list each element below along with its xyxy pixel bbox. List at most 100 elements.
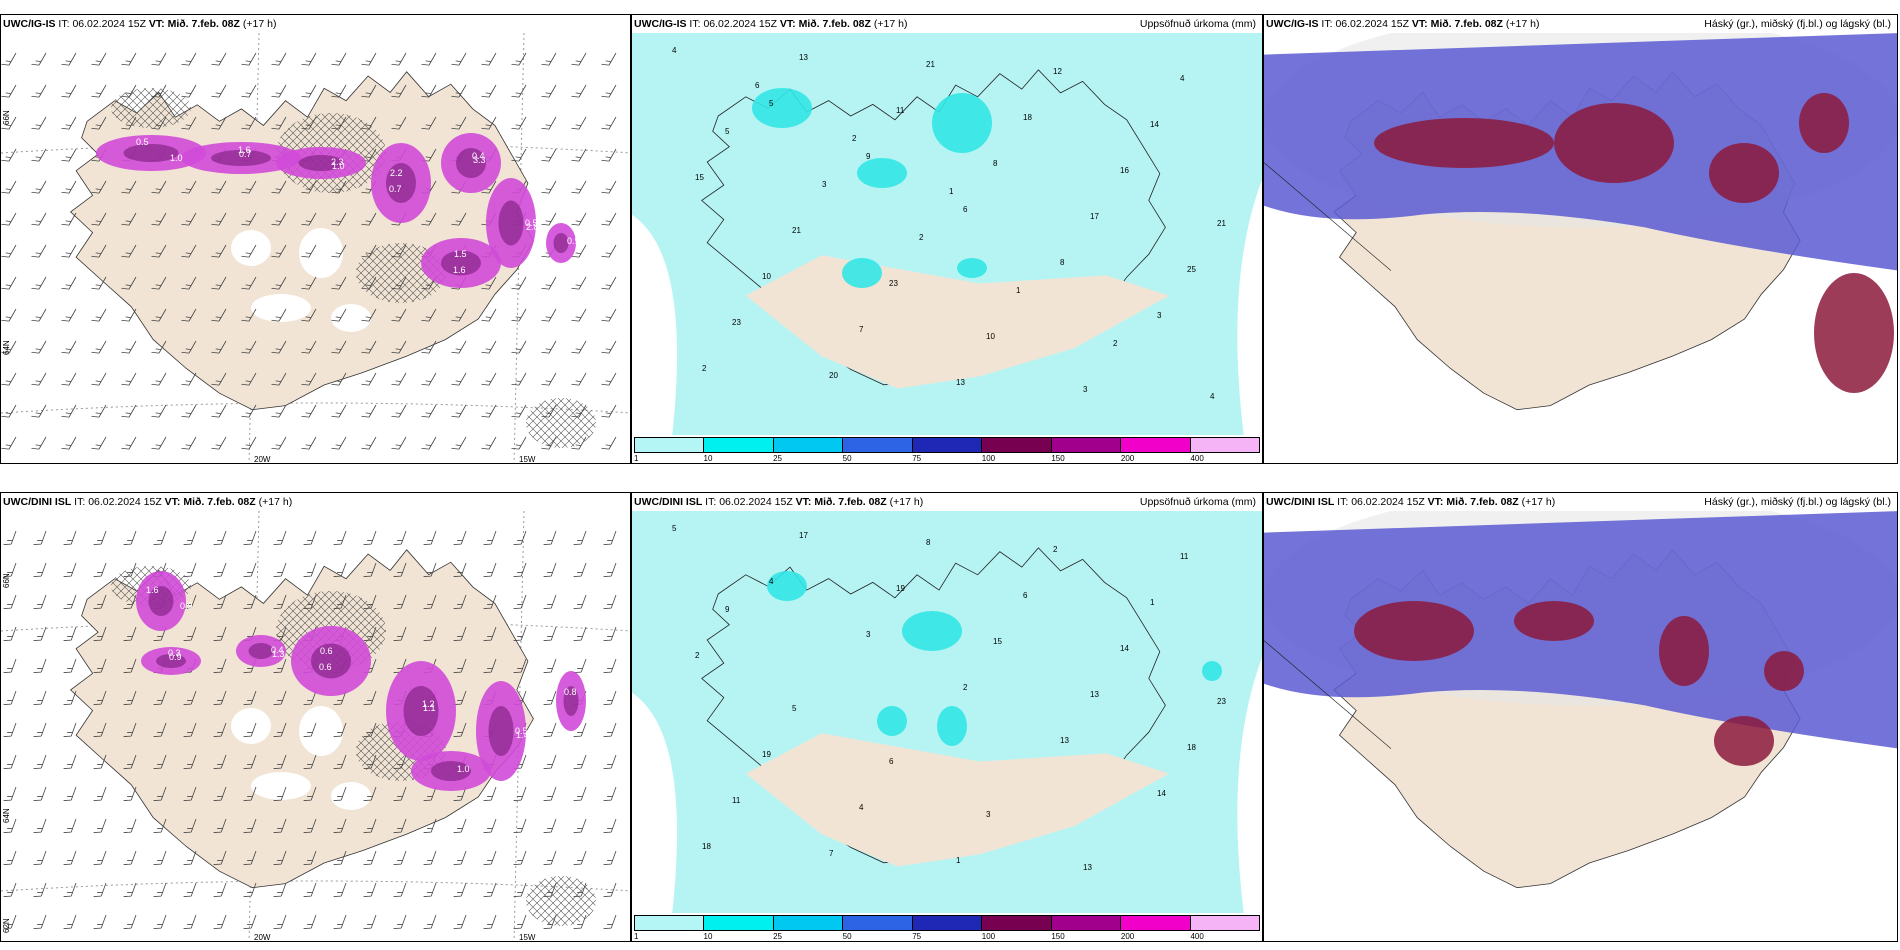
wind-barb (61, 52, 77, 66)
wind-barb (93, 594, 107, 609)
wind-barb (301, 180, 317, 194)
wind-barb (123, 530, 137, 545)
latitude-line (1, 880, 630, 892)
vt-value: Mið. 7.feb. 08Z (1430, 18, 1503, 30)
it-value: 06.02.2024 15Z (88, 496, 162, 508)
wind-barb (91, 84, 107, 98)
it-label: IT: (58, 18, 70, 30)
wind-barb (603, 882, 617, 897)
precip-value: 1 (956, 856, 961, 865)
colorbar-swatch (982, 438, 1052, 452)
lead-time: (+17 h) (1505, 18, 1540, 30)
wind-barb (1, 372, 17, 386)
wind-barb (301, 372, 317, 386)
wind-barb (331, 212, 347, 226)
wind-barb (243, 850, 257, 865)
wind-barb (1, 180, 17, 194)
wind-barb (93, 754, 107, 769)
wind-barb (301, 212, 317, 226)
precip-value: 3 (1157, 311, 1162, 320)
lead-time: (+17 h) (889, 496, 924, 508)
precip-value: 5 (672, 524, 677, 533)
it-value: 06.02.2024 15Z (1351, 496, 1425, 508)
low-cloud (1354, 601, 1474, 661)
wind-barb (211, 372, 227, 386)
colorbar-label: 200 (1120, 932, 1135, 941)
wind-barb (451, 52, 467, 66)
wind-barb (511, 116, 527, 130)
wind-barb (271, 244, 287, 258)
wind-barb (331, 84, 347, 98)
wind-barb (301, 404, 317, 418)
wind-barb (241, 244, 257, 258)
wind-barb (391, 436, 407, 450)
wind-barb (271, 308, 287, 322)
vt-value: Mið. 7.feb. 08Z (798, 18, 871, 30)
precip-value: 6 (1023, 591, 1028, 600)
wind-barb (453, 626, 467, 641)
lon-label-20w: 20W (254, 455, 271, 464)
wind-barb (543, 754, 557, 769)
precip-value: 10 (986, 332, 995, 341)
colorbar-swatch (912, 438, 983, 452)
precip-patch (937, 706, 967, 746)
wind-barb (453, 594, 467, 609)
wind-barb (453, 530, 467, 545)
wind-barb (573, 530, 587, 545)
wind-barb (63, 882, 77, 897)
wind-barb (481, 116, 497, 130)
precip-value: 4 (769, 577, 774, 586)
wind-barb (31, 148, 47, 162)
wind-barb (451, 116, 467, 130)
it-value: 06.02.2024 15Z (72, 18, 146, 30)
wind-barb (91, 52, 107, 66)
wind-barb (391, 116, 407, 130)
wind-barb (211, 340, 227, 354)
wind-barb (541, 308, 557, 322)
wind-barb (271, 340, 287, 354)
wind-barb (421, 436, 437, 450)
wind-barb (183, 818, 197, 833)
vt-label: VT: (1427, 496, 1444, 508)
wind-barb (421, 116, 437, 130)
colorbar-swatch (1121, 916, 1191, 930)
vt-value: Mið. 7.feb. 08Z (1446, 496, 1519, 508)
colorbar-label: 50 (842, 454, 852, 463)
vt-label: VT: (1411, 18, 1428, 30)
colorbar-swatch (843, 916, 913, 930)
wind-barb (361, 372, 377, 386)
wind-barb (453, 722, 467, 737)
wind-barb (211, 244, 227, 258)
wind-barb (183, 786, 197, 801)
wind-barb (543, 882, 557, 897)
low-cloud (1514, 601, 1594, 641)
dry-land (745, 733, 1170, 867)
precip-map: 5 4 3 2 13 14 18 17 19 15 13 18 11 7 8 6 14 23 19 4 1 2 1 2 5 6 3 1… (632, 511, 1262, 915)
wind-barb (273, 658, 287, 673)
wind-barb (243, 786, 257, 801)
lead-time: (+17 h) (1521, 496, 1556, 508)
wind-barb (601, 84, 617, 98)
wind-barb (271, 372, 287, 386)
wind-barb (333, 882, 347, 897)
wind-barb (63, 594, 77, 609)
wind-barb (183, 690, 197, 705)
wind-barb (451, 340, 467, 354)
wind-barb (63, 562, 77, 577)
precip-value: 17 (799, 531, 808, 540)
wind-barb (243, 818, 257, 833)
it-value: 06.02.2024 15Z (719, 496, 793, 508)
colorbar-label: 100 (981, 454, 996, 463)
wind-barb (1, 340, 17, 354)
wind-barb (91, 404, 107, 418)
clouds-map (1264, 511, 1897, 941)
panel-header: UWC/IG-IS IT: 06.02.2024 15Z VT: Mið. 7.… (632, 15, 1262, 33)
wind-barb (603, 850, 617, 865)
wind-barb (571, 116, 587, 130)
wind-barb (333, 722, 347, 737)
snow-value: 1.1 (423, 703, 436, 713)
wind-barb (541, 116, 557, 130)
precip-value: 6 (755, 81, 760, 90)
snow-value: 1.6 (238, 145, 251, 155)
wind-barb (273, 562, 287, 577)
